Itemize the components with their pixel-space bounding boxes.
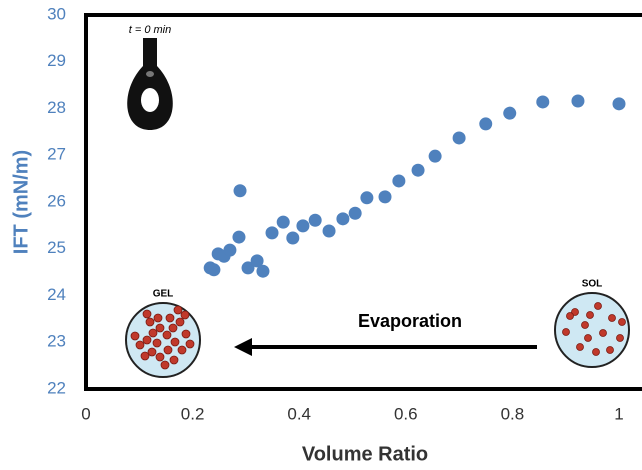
y-tick-label: 30: [47, 4, 66, 23]
point: [233, 184, 247, 198]
y-axis-label: IFT (mN/m): [10, 150, 32, 254]
point: [276, 215, 290, 229]
point: [571, 94, 585, 108]
x-tick-label: 0.2: [181, 404, 205, 423]
arrow-label: Evaporation: [358, 311, 462, 331]
y-tick-label: 26: [47, 191, 66, 210]
y-tick-label: 29: [47, 51, 66, 70]
point: [348, 206, 362, 220]
y-tick-label: 24: [47, 285, 66, 304]
sol-label: SOL: [582, 279, 603, 290]
point: [360, 191, 374, 205]
plot-frame: [84, 13, 642, 391]
y-tick-label: 25: [47, 238, 66, 257]
y-tick-label: 27: [47, 145, 66, 164]
point: [536, 95, 550, 109]
point: [411, 163, 425, 177]
point: [250, 254, 264, 268]
point: [322, 224, 336, 238]
y-tick-label: 28: [47, 98, 66, 117]
y-tick-label: 22: [47, 378, 66, 397]
point: [296, 219, 310, 233]
sol-icon: [554, 292, 630, 368]
arrow-head: [234, 338, 252, 356]
droplet-icon: [127, 38, 173, 130]
point: [223, 243, 237, 257]
point: [265, 226, 279, 240]
point: [378, 190, 392, 204]
x-tick-label: 1: [614, 404, 623, 423]
x-axis-label: Volume Ratio: [302, 443, 428, 465]
gel-icon: [125, 302, 201, 378]
point: [503, 106, 517, 120]
point: [612, 97, 626, 111]
point: [207, 263, 221, 277]
point: [428, 149, 442, 163]
point: [336, 212, 350, 226]
point: [308, 213, 322, 227]
time-label: t = 0 min: [129, 24, 172, 36]
point: [286, 231, 300, 245]
x-tick-label: 0.6: [394, 404, 418, 423]
gel-label: GEL: [153, 289, 174, 300]
point: [241, 261, 255, 275]
point: [392, 174, 406, 188]
point: [232, 230, 246, 244]
y-tick-label: 23: [47, 332, 66, 351]
x-tick-label: 0.4: [287, 404, 311, 423]
point: [256, 264, 270, 278]
point: [452, 131, 466, 145]
point: [479, 117, 493, 131]
x-tick-label: 0: [81, 404, 90, 423]
x-tick-label: 0.8: [501, 404, 525, 423]
